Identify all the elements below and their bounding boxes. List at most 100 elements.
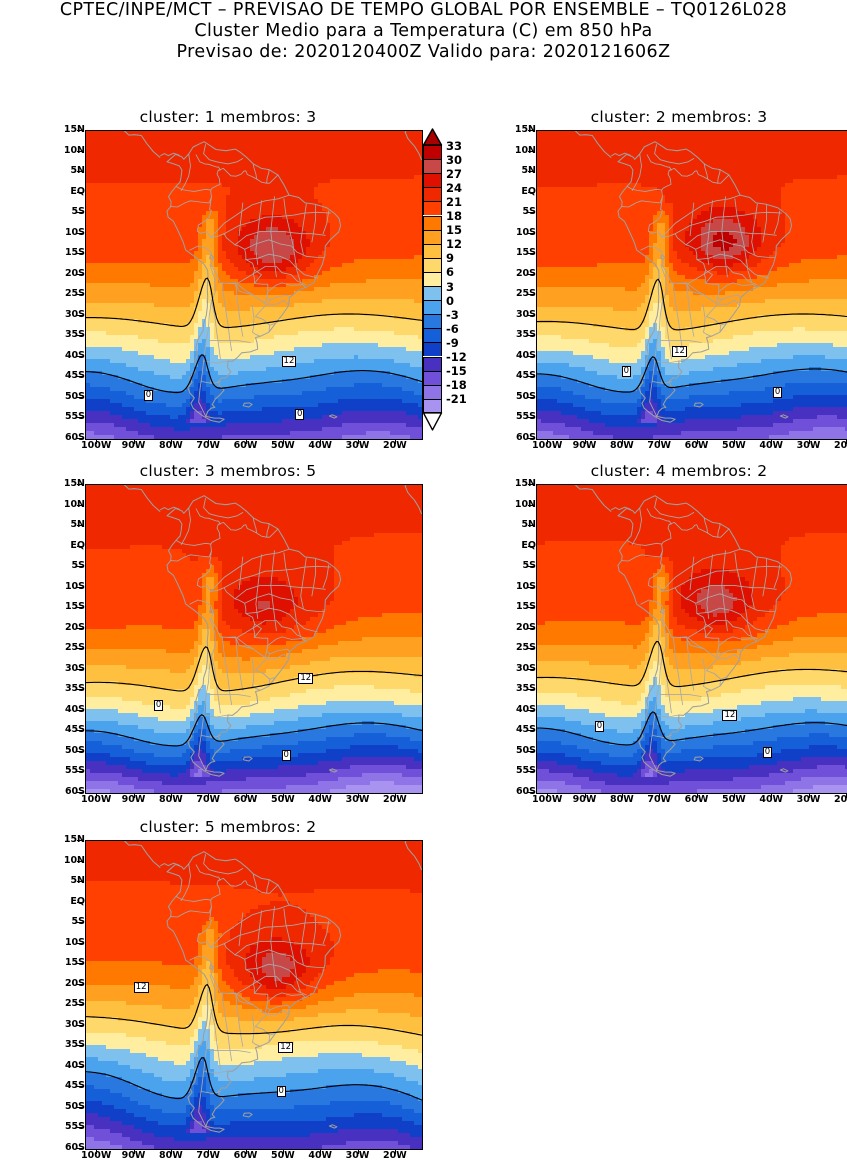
y-axis-tick <box>528 525 534 527</box>
x-axis-label-60W: 60W <box>233 1150 258 1161</box>
x-axis-label-20W: 20W <box>383 794 407 805</box>
y-axis-tick <box>528 709 534 711</box>
y-axis-tick <box>77 376 83 378</box>
colorbar-label-27: 27 <box>446 166 463 181</box>
y-axis-tick <box>77 191 83 193</box>
y-axis-tick <box>528 417 534 419</box>
contour-label-12: 12 <box>672 345 687 357</box>
colorbar-label-9: 9 <box>446 251 455 266</box>
y-axis-tick <box>77 648 83 650</box>
colorbar-label-0: 0 <box>446 293 455 308</box>
x-axis-label-50W: 50W <box>722 440 746 451</box>
y-axis-label-45S: 45S <box>515 724 536 736</box>
colorbar-label-21: 21 <box>446 194 463 209</box>
x-axis-label-70W: 70W <box>196 440 221 451</box>
y-axis-label-EQ: EQ <box>55 540 85 550</box>
y-axis-tick <box>528 586 534 588</box>
x-axis-tick <box>133 1149 135 1154</box>
x-axis-tick <box>808 439 810 444</box>
y-axis-label-EQ: EQ <box>506 186 536 196</box>
colorbar-swatch-24 <box>423 187 442 202</box>
y-axis-label-5N: 5N <box>55 520 85 530</box>
y-axis-label-5N: 5N <box>55 166 85 176</box>
y-axis-tick <box>77 730 83 732</box>
y-axis-label-15S: 15S <box>64 957 85 969</box>
contour-label-12: 12 <box>278 1041 294 1053</box>
y-axis-tick <box>77 273 83 275</box>
map-plot-area-cluster-1[interactable] <box>85 130 423 440</box>
x-axis-label-80W: 80W <box>159 794 183 805</box>
map-plot-area-cluster-3[interactable] <box>85 484 423 794</box>
x-axis-label-30W: 30W <box>345 440 370 451</box>
y-axis-tick <box>77 150 83 152</box>
y-axis-tick <box>528 730 534 732</box>
y-axis-tick <box>528 566 534 568</box>
x-axis-tick <box>733 793 735 798</box>
y-axis-label-40S: 40S <box>64 703 85 715</box>
panel-title-cluster-3: cluster: 3 membros: 5 <box>139 462 317 480</box>
x-axis-tick <box>245 793 247 798</box>
y-axis-tick <box>77 627 83 629</box>
colorbar-swatch-15 <box>423 229 442 244</box>
y-axis-label-55S: 55S <box>515 765 536 777</box>
map-plot-area-cluster-5[interactable] <box>85 840 423 1150</box>
contour-lines <box>86 983 422 1101</box>
y-axis-label-45S: 45S <box>64 724 85 736</box>
colorbar-label--3: -3 <box>446 307 459 322</box>
y-axis-tick <box>528 771 534 773</box>
y-axis-tick <box>77 212 83 214</box>
y-axis-tick <box>77 171 83 173</box>
contour-label-0: 0 <box>295 408 305 420</box>
y-axis-label-5N: 5N <box>506 520 536 530</box>
map-panel-cluster-1: cluster: 1 membros: 3 12 0 0 15N 10N 5N EQ 5S 10S… <box>30 108 426 454</box>
x-axis-tick <box>245 1149 247 1154</box>
colorbar-label-30: 30 <box>446 152 463 167</box>
x-axis-tick <box>394 1149 396 1154</box>
x-axis-tick <box>621 793 623 798</box>
colorbar-swatch-0 <box>423 300 442 315</box>
y-axis-tick <box>77 335 83 337</box>
panel-title-cluster-2: cluster: 2 membros: 3 <box>590 108 768 126</box>
y-axis-tick <box>77 586 83 588</box>
y-axis-tick <box>77 1106 83 1108</box>
country-borders <box>621 498 782 771</box>
x-axis-label-90W: 90W <box>121 1150 146 1161</box>
contour-label-0: 0 <box>143 390 154 402</box>
y-axis-tick <box>528 792 534 793</box>
map-plot-area-cluster-4[interactable] <box>536 484 847 794</box>
y-axis-label-55S: 55S <box>515 411 536 423</box>
header-title-line-1: CPTEC/INPE/MCT – PREVISAO DE TEMPO GLOBA… <box>59 0 788 20</box>
contour-label-0: 0 <box>772 387 783 399</box>
y-axis-label-50S: 50S <box>515 390 536 402</box>
x-axis-tick <box>696 793 698 798</box>
coastlines <box>574 131 793 423</box>
y-axis-tick <box>77 438 83 439</box>
colorbar-swatch--21 <box>423 398 442 413</box>
x-axis-label-30W: 30W <box>345 794 370 805</box>
y-axis-label-40S: 40S <box>64 1059 85 1071</box>
colorbar-swatch--18 <box>423 384 442 399</box>
x-axis-label-50W: 50W <box>722 794 746 805</box>
x-axis-label-40W: 40W <box>308 794 333 805</box>
y-axis-tick <box>528 150 534 152</box>
y-axis-tick <box>77 881 83 883</box>
y-axis-label-15S: 15S <box>515 247 536 259</box>
country-borders <box>621 144 782 417</box>
y-axis-tick <box>77 792 83 793</box>
y-axis-tick <box>77 689 83 691</box>
y-axis-label-45S: 45S <box>64 370 85 382</box>
map-panel-cluster-2: cluster: 2 membros: 3 12 0 0 15N 10N 5N EQ 5S 10S… <box>481 108 847 454</box>
y-axis-tick <box>77 566 83 568</box>
x-axis-tick <box>547 439 549 444</box>
map-plot-area-cluster-2[interactable] <box>536 130 847 440</box>
y-axis-tick <box>528 335 534 337</box>
x-axis-tick <box>320 439 322 444</box>
x-axis-tick <box>845 793 847 798</box>
contour-label-12: 12 <box>133 981 149 993</box>
y-axis-label-35S: 35S <box>515 329 536 341</box>
y-axis-tick <box>528 130 534 131</box>
colorbar-swatch-33 <box>423 145 442 160</box>
x-axis-label-60W: 60W <box>233 794 258 805</box>
y-axis-label-15N: 15N <box>514 124 536 135</box>
x-axis-tick <box>584 439 586 444</box>
